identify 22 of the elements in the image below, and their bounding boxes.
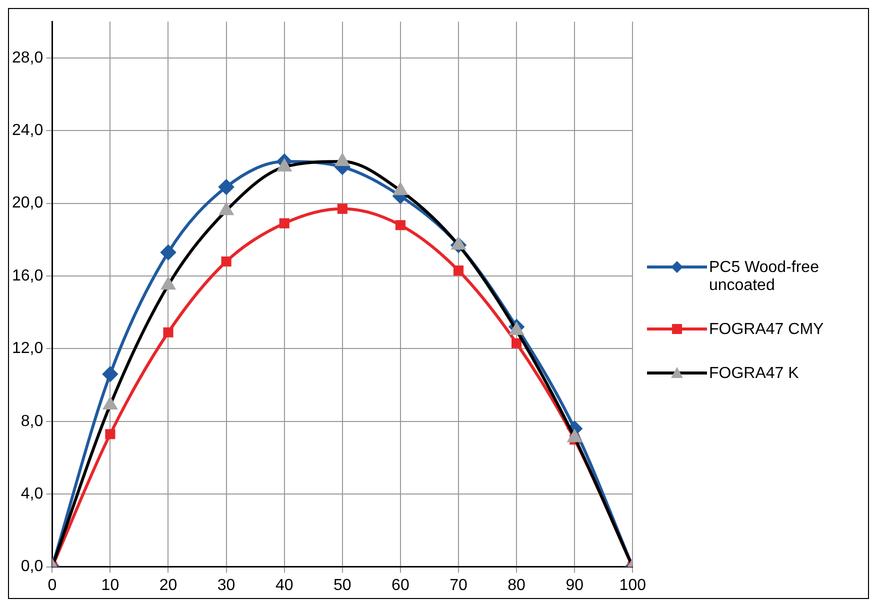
x-tick-label: 20 bbox=[159, 576, 178, 594]
y-tick-label: 0,0 bbox=[20, 558, 44, 576]
x-tick-label: 50 bbox=[334, 576, 352, 594]
x-tick-label: 90 bbox=[566, 576, 584, 594]
x-tick-label: 40 bbox=[275, 576, 294, 594]
y-tick-label: 20,0 bbox=[12, 194, 44, 212]
y-tick-label: 24,0 bbox=[12, 122, 44, 140]
x-tick-label: 80 bbox=[508, 576, 526, 594]
x-tick-label: 70 bbox=[450, 576, 468, 594]
y-tick-label: 16,0 bbox=[12, 267, 44, 284]
x-tick-label: 100 bbox=[619, 576, 646, 594]
x-tick-label: 10 bbox=[101, 576, 120, 594]
y-tick-label: 4,0 bbox=[20, 486, 44, 503]
x-tick-label: 0 bbox=[48, 576, 57, 594]
legend-label: FOGRA47 K bbox=[709, 365, 799, 383]
y-tick-label: 12,0 bbox=[12, 340, 44, 358]
legend-label: PC5 Wood-free uncoated bbox=[709, 259, 820, 295]
y-tick-label: 28,0 bbox=[12, 49, 44, 66]
x-tick-label: 60 bbox=[392, 576, 410, 594]
y-tick-label: 8,0 bbox=[20, 412, 44, 430]
legend-label: FOGRA47 CMY bbox=[709, 321, 824, 339]
x-tick-label: 30 bbox=[217, 576, 236, 594]
